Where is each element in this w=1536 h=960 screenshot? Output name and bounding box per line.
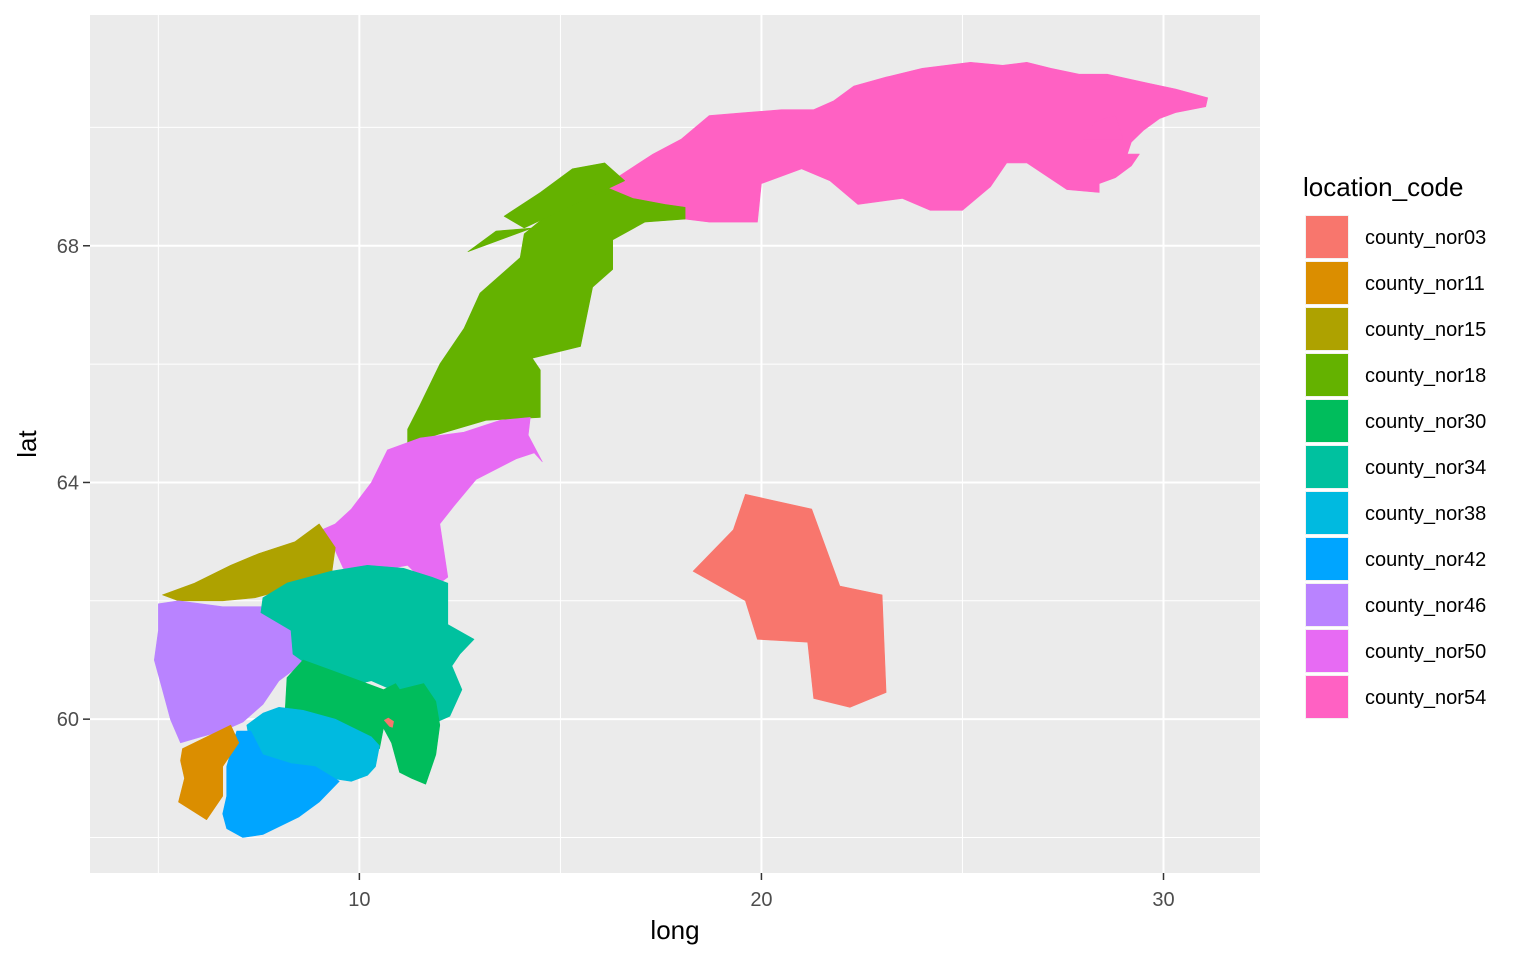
county-regions — [154, 62, 1208, 838]
region-county_nor42 — [222, 730, 340, 838]
legend-label: county_nor54 — [1365, 687, 1486, 709]
legend-swatch — [1306, 676, 1348, 718]
x-tick-label: 10 — [348, 889, 370, 911]
legend-label: county_nor03 — [1365, 227, 1486, 249]
region-county_nor46 — [154, 600, 304, 744]
legend-swatch — [1306, 630, 1348, 672]
y-axis-title: lat — [12, 429, 42, 457]
region-county_nor11 — [178, 724, 240, 820]
legend-label: county_nor30 — [1365, 411, 1486, 433]
legend-swatch — [1306, 308, 1348, 350]
legend-label: county_nor18 — [1365, 365, 1486, 387]
axis-ticks: 10 20 30 60 64 68 — [57, 236, 1175, 911]
legend-label: county_nor11 — [1365, 273, 1485, 295]
region-county_nor18 — [467, 227, 533, 252]
region-county_nor54 — [1082, 115, 1124, 140]
x-tick-label: 30 — [1152, 889, 1174, 911]
legend-swatch — [1306, 584, 1348, 626]
region-county_nor03 — [692, 494, 887, 708]
region-county_nor03 — [384, 717, 394, 728]
y-tick-label: 60 — [57, 709, 79, 731]
legend-swatch — [1306, 538, 1348, 580]
y-tick-label: 64 — [57, 472, 79, 494]
y-tick-label: 68 — [57, 236, 79, 258]
x-axis-title: long — [650, 915, 699, 945]
region-county_nor18 — [503, 162, 625, 229]
legend-label: county_nor34 — [1365, 457, 1486, 479]
legend-label: county_nor46 — [1365, 595, 1486, 617]
legend: location_code county_nor03 county_nor11co… — [1303, 172, 1486, 719]
region-county_nor18 — [407, 186, 686, 448]
legend-swatch — [1306, 354, 1348, 396]
legend-label: county_nor15 — [1365, 319, 1486, 341]
legend-swatch — [1306, 446, 1348, 488]
legend-label: county_nor42 — [1365, 549, 1486, 571]
legend-swatch — [1306, 262, 1348, 304]
legend-swatch — [1306, 492, 1348, 534]
legend-swatch — [1306, 216, 1348, 258]
legend-title: location_code — [1303, 172, 1463, 202]
legend-swatch — [1306, 400, 1348, 442]
legend-label: county_nor38 — [1365, 503, 1486, 525]
legend-label: county_nor50 — [1365, 641, 1486, 663]
x-tick-label: 20 — [750, 889, 772, 911]
region-county_nor54 — [592, 62, 1208, 223]
